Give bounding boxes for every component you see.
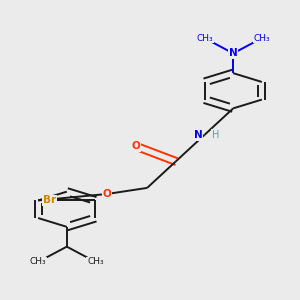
Text: CH₃: CH₃	[87, 257, 104, 266]
Text: Br: Br	[43, 195, 56, 206]
Text: CH₃: CH₃	[196, 34, 213, 43]
Text: H: H	[212, 130, 219, 140]
Text: O: O	[131, 141, 140, 151]
Text: CH₃: CH₃	[30, 257, 46, 266]
Text: CH₃: CH₃	[254, 34, 270, 43]
Text: O: O	[103, 189, 111, 199]
Text: N: N	[229, 48, 238, 59]
Text: N: N	[194, 130, 203, 140]
